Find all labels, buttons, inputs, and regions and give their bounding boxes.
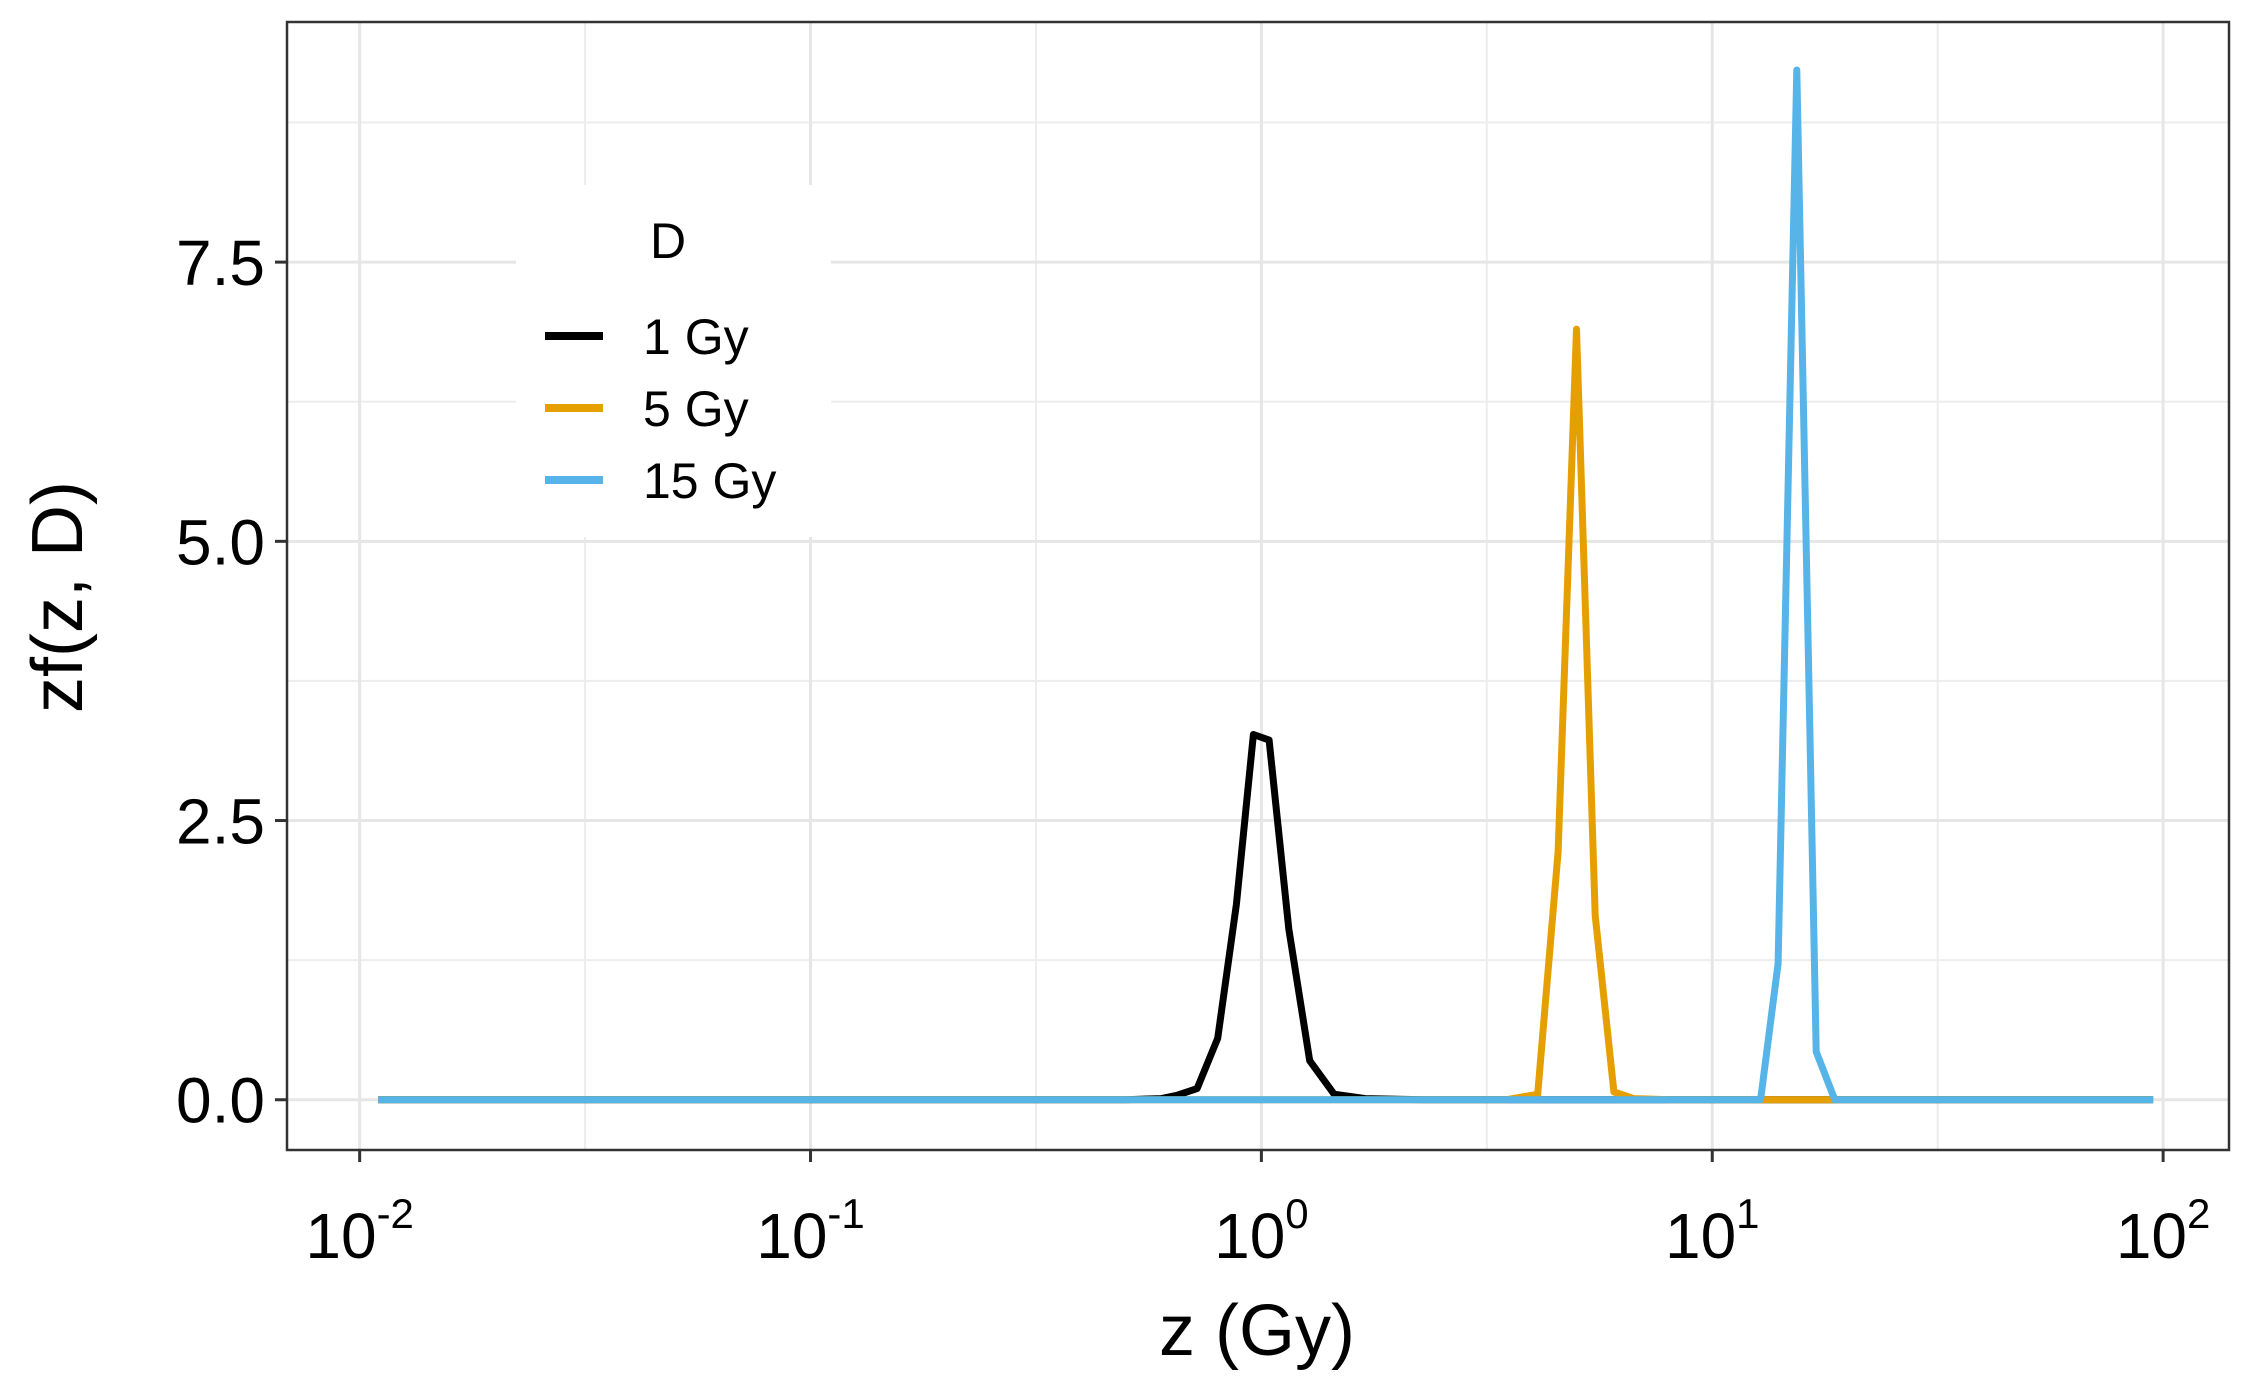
legend-label-2: 15 Gy [643, 453, 776, 509]
legend: D 1 Gy 5 Gy 15 Gy [516, 185, 831, 537]
y-tick-label-0: 0.0 [176, 1065, 265, 1137]
legend-label-1: 5 Gy [643, 381, 749, 437]
x-axis-title: z (Gy) [1159, 1291, 1355, 1371]
x-tick-label-0: 10-2 [305, 1190, 414, 1272]
x-tick-label-1: 10-1 [756, 1190, 865, 1272]
legend-entries: 1 Gy 5 Gy 15 Gy [545, 309, 776, 509]
y-tick-label-3: 7.5 [176, 227, 265, 299]
y-tick-label-1: 2.5 [176, 786, 265, 858]
series-layer [378, 66, 2154, 1104]
legend-label-0: 1 Gy [643, 309, 749, 365]
x-tick-label-2: 100 [1214, 1190, 1309, 1272]
x-tick-label-3: 101 [1665, 1190, 1760, 1272]
x-axis: 10-2 10-1 100 101 102 [305, 1150, 2210, 1272]
series-line-2 [378, 66, 2154, 1104]
x-tick-label-4: 102 [2116, 1190, 2211, 1272]
legend-title: D [650, 213, 686, 269]
y-tick-label-2: 5.0 [176, 506, 265, 578]
y-axis: 0.0 2.5 5.0 7.5 [176, 227, 287, 1137]
panel-border [285, 20, 2231, 1152]
y-axis-title: zf(z, D) [18, 481, 98, 713]
